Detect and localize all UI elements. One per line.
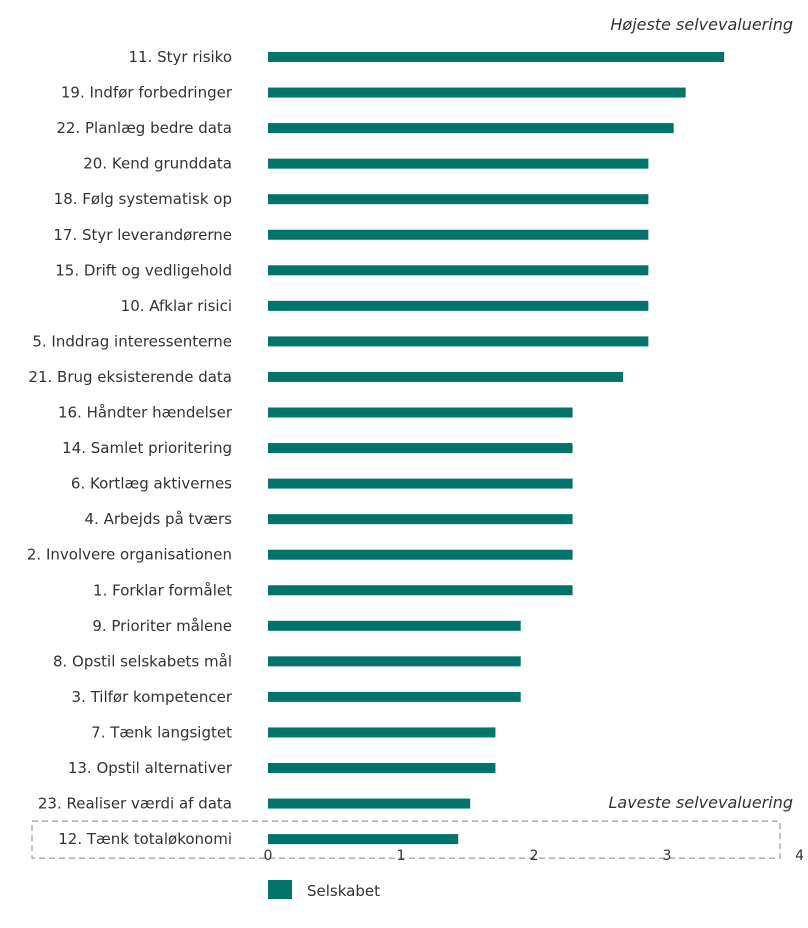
bar [268, 194, 649, 205]
bar [268, 656, 521, 667]
category-label: 15. Drift og vedligehold [55, 261, 232, 279]
bar [268, 87, 686, 98]
category-label: 13. Opstil alternativer [68, 759, 233, 777]
x-tick-label: 0 [264, 848, 273, 864]
highlight-box [31, 820, 781, 859]
bar [268, 620, 521, 631]
category-label: 18. Følg systematisk op [54, 190, 232, 208]
legend-swatch [268, 880, 292, 899]
bar [268, 158, 649, 169]
bar [268, 407, 573, 418]
bar [268, 336, 649, 347]
category-labels: 11. Styr risiko 19. Indfør forbedringer 22… [27, 48, 233, 848]
category-label: 4. Arbejds på tværs [85, 510, 233, 528]
bar [268, 834, 459, 845]
category-label: 21. Brug eksisterende data [28, 368, 232, 386]
bar [268, 798, 471, 809]
category-label: 20. Kend grunddata [83, 155, 232, 173]
category-label: 23. Realiser værdi af data [38, 795, 232, 813]
category-label: 11. Styr risiko [129, 48, 232, 66]
category-label: 10. Afklar risici [121, 297, 232, 315]
category-label: 19. Indfør forbedringer [61, 84, 233, 102]
highest-self-evaluation-note: Højeste selvevaluering [610, 15, 793, 34]
category-label: 3. Tilfør kompetencer [72, 688, 233, 706]
category-label: 5. Inddrag interessenterne [32, 332, 232, 350]
x-tick-label: 2 [530, 848, 539, 864]
bars [268, 52, 725, 845]
bar [268, 478, 573, 489]
x-tick-label: 3 [663, 848, 672, 864]
category-label: 1. Forklar formålet [93, 581, 232, 599]
bar [268, 300, 649, 311]
category-label: 22. Planlæg bedre data [56, 119, 232, 137]
bar [268, 265, 649, 276]
category-label: 2. Involvere organisationen [27, 546, 232, 564]
bar [268, 763, 496, 773]
bar [268, 443, 573, 454]
bar [268, 585, 573, 596]
category-label: 12. Tænk totaløkonomi [58, 830, 232, 848]
legend-label: Selskabet [307, 882, 380, 900]
bar [268, 371, 624, 382]
bar [268, 691, 521, 702]
lowest-self-evaluation-note: Laveste selvevaluering [608, 793, 793, 812]
x-axis-ticks: 0 1 2 3 4 [264, 848, 805, 864]
category-label: 8. Opstil selskabets mål [53, 652, 232, 670]
x-tick-label: 4 [795, 848, 804, 864]
category-label: 9. Prioriter målene [92, 617, 232, 635]
bar [268, 123, 674, 134]
bar [268, 52, 725, 62]
bar [268, 727, 496, 738]
bar [268, 229, 649, 240]
category-label: 17. Styr leverandørerne [53, 226, 232, 244]
category-label: 6. Kortlæg aktivernes [71, 475, 232, 493]
category-label: 14. Samlet prioritering [62, 439, 232, 457]
bar [268, 514, 573, 525]
category-label: 7. Tænk langsigtet [91, 723, 232, 741]
legend: Selskabet [268, 880, 380, 900]
bar [268, 549, 573, 560]
category-label: 16. Håndter hændelser [58, 404, 233, 422]
x-tick-label: 1 [397, 848, 406, 864]
